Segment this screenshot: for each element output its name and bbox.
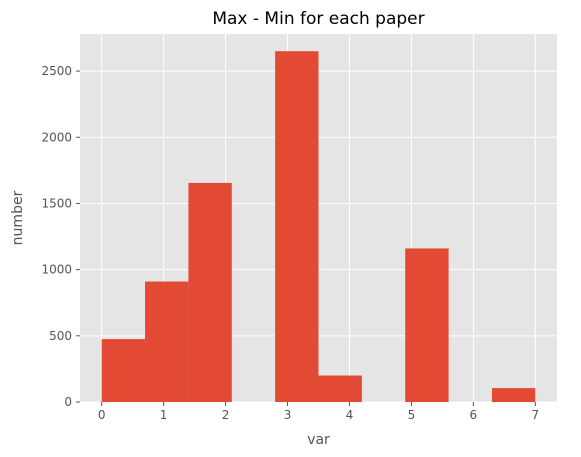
histogram-bar	[101, 339, 146, 402]
y-tick-label: 500	[49, 329, 72, 343]
histogram-bar	[145, 281, 189, 402]
x-tick-label: 6	[470, 408, 478, 422]
histogram-bar	[405, 248, 449, 402]
bars	[101, 51, 536, 403]
y-tick-label: 1000	[41, 263, 72, 277]
histogram-bar	[275, 51, 319, 403]
x-tick-label: 5	[408, 408, 416, 422]
x-tick-label: 2	[222, 408, 230, 422]
histogram-bar	[318, 375, 362, 402]
histogram-bar	[188, 182, 232, 402]
x-tick-label: 3	[284, 408, 292, 422]
x-axis-ticks: 0 1 2 3 4 5 6 7	[98, 402, 539, 422]
y-tick-label: 2500	[41, 64, 72, 78]
histogram-bar	[491, 388, 536, 402]
y-tick-label: 0	[64, 395, 72, 409]
x-tick-label: 0	[98, 408, 106, 422]
x-tick-label: 1	[160, 408, 168, 422]
chart-title: Max - Min for each paper	[212, 9, 424, 29]
y-tick-label: 2000	[41, 130, 72, 144]
x-axis-label: var	[307, 432, 330, 448]
x-tick-label: 7	[531, 408, 539, 422]
x-tick-label: 4	[346, 408, 354, 422]
y-axis-ticks: 0 500 1000 1500 2000 2500	[41, 64, 80, 409]
y-axis-label: number	[10, 190, 26, 245]
y-tick-label: 1500	[41, 196, 72, 210]
